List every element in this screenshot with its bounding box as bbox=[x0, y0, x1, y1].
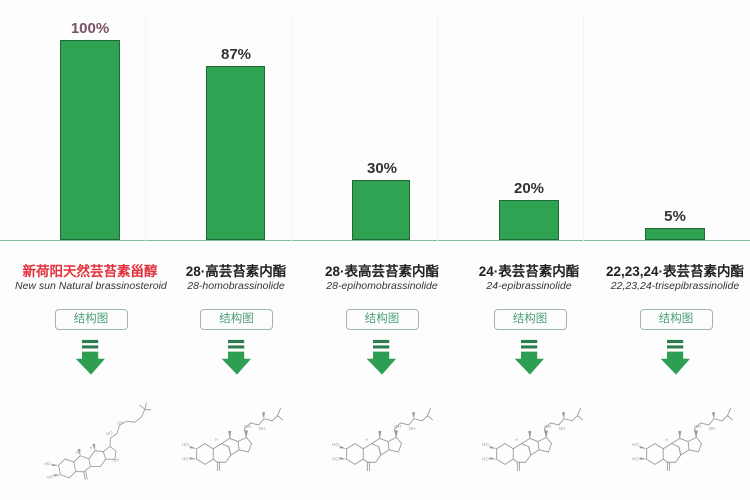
svg-text:HO: HO bbox=[44, 460, 52, 466]
svg-text:H: H bbox=[515, 437, 518, 442]
svg-text:H: H bbox=[89, 446, 93, 451]
svg-text:HO: HO bbox=[47, 474, 55, 480]
svg-text:HO: HO bbox=[482, 457, 489, 462]
svg-text:HO: HO bbox=[632, 457, 639, 462]
svg-text:OH: OH bbox=[409, 426, 416, 431]
svg-text:HO: HO bbox=[182, 457, 189, 462]
svg-text:OH: OH bbox=[694, 424, 701, 429]
svg-text:OH: OH bbox=[559, 426, 566, 431]
svg-text:HO: HO bbox=[182, 442, 189, 447]
svg-text:H: H bbox=[215, 437, 218, 442]
svg-text:HO: HO bbox=[482, 442, 489, 447]
svg-text:OH: OH bbox=[709, 426, 716, 431]
svg-text:OH: OH bbox=[113, 457, 120, 463]
svg-text:HO: HO bbox=[332, 442, 339, 447]
svg-text:OH: OH bbox=[259, 426, 266, 431]
svg-text:OH: OH bbox=[394, 424, 401, 429]
svg-text:H: H bbox=[365, 437, 368, 442]
svg-text:HO: HO bbox=[632, 442, 639, 447]
svg-text:OH: OH bbox=[117, 420, 124, 426]
svg-text:HO: HO bbox=[106, 430, 114, 436]
svg-text:HO: HO bbox=[332, 457, 339, 462]
svg-text:H: H bbox=[665, 437, 668, 442]
svg-text:OH: OH bbox=[544, 424, 551, 429]
svg-text:OH: OH bbox=[244, 424, 251, 429]
